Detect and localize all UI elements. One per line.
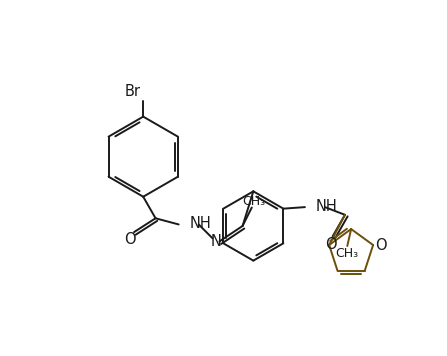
Text: CH₃: CH₃ [243,195,266,208]
Text: NH: NH [316,199,337,214]
Text: O: O [325,237,337,252]
Text: NH: NH [190,216,211,231]
Text: N: N [210,234,221,249]
Text: O: O [124,232,136,247]
Text: Br: Br [124,84,140,99]
Text: O: O [375,237,387,252]
Text: CH₃: CH₃ [336,247,359,260]
